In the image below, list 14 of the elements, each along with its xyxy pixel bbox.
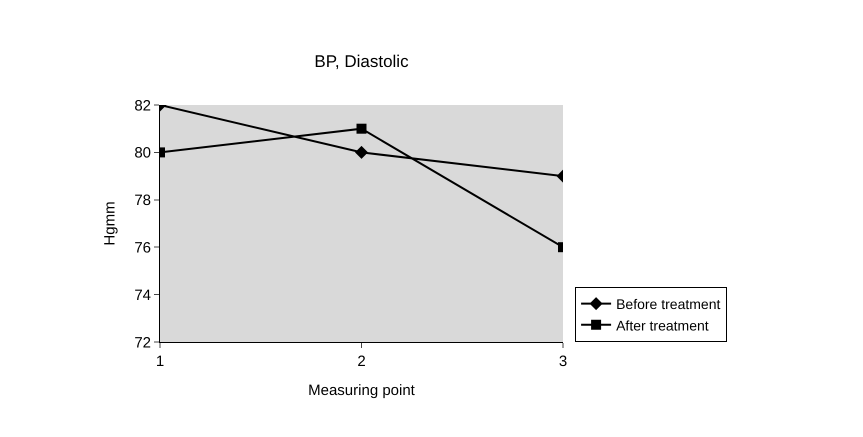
x-axis-title: Measuring point bbox=[308, 382, 416, 399]
x-tick-label: 2 bbox=[357, 353, 366, 370]
y-tick-label: 82 bbox=[134, 97, 151, 114]
y-tick-label: 78 bbox=[134, 192, 151, 210]
legend-label: After treatment bbox=[616, 317, 709, 334]
chart-title: BP, Diastolic bbox=[314, 52, 410, 72]
x-tick-label: 1 bbox=[156, 353, 164, 370]
y-tick-label: 80 bbox=[134, 144, 151, 162]
y-tick-label: 76 bbox=[134, 239, 151, 256]
y-tick-label: 72 bbox=[134, 334, 151, 352]
x-tick-label: 3 bbox=[558, 353, 568, 370]
legend-label: Before treatment bbox=[616, 296, 720, 312]
y-tick-label: 74 bbox=[134, 286, 151, 304]
y-axis-title: Hgmm bbox=[102, 201, 119, 246]
